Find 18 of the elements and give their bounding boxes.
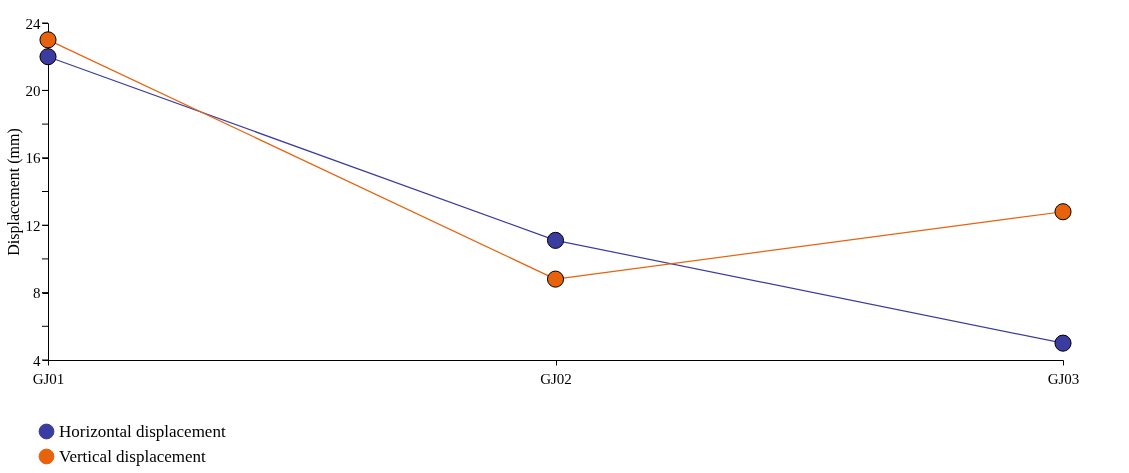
x-tick-label: GJ01 — [32, 370, 65, 387]
y-tick-label: 24 — [25, 15, 41, 32]
legend-label: Vertical displacement — [59, 446, 207, 466]
point — [546, 231, 565, 249]
point — [1054, 334, 1072, 352]
x-tick-label: GJ02 — [540, 370, 572, 387]
point — [39, 31, 57, 49]
y-tick-label: 20 — [25, 82, 41, 99]
y-tick-label: 4 — [33, 352, 41, 369]
legend-label: Horizontal displacement — [59, 421, 226, 441]
y-tick-label: 16 — [25, 150, 41, 167]
x-tick-label: GJ03 — [1047, 370, 1080, 387]
y-tick-label: 8 — [33, 285, 41, 302]
y-axis-title: Displacement (mm) — [4, 128, 23, 256]
y-tick-label: 12 — [25, 217, 41, 234]
point — [39, 48, 57, 66]
point — [546, 270, 565, 288]
point — [1054, 203, 1072, 221]
